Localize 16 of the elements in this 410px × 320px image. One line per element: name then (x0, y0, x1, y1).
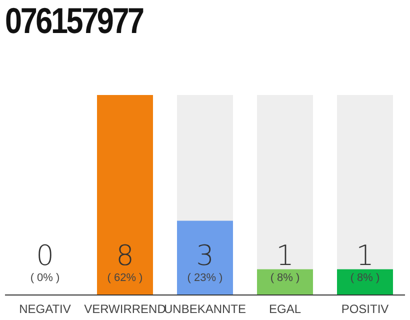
data-label: ( 62% ) (107, 272, 143, 284)
data-label: ( 0% ) (30, 272, 60, 284)
annotation: 0 (36, 239, 54, 272)
x-tick-label: VERWIRREND (84, 302, 166, 316)
x-tick-label: POSITIV (341, 302, 389, 316)
data-label: ( 8% ) (270, 272, 300, 284)
chart-title: 076157977 (5, 0, 143, 42)
annotation: 1 (356, 239, 374, 272)
annotation: 3 (196, 239, 214, 272)
annotation: 8 (116, 239, 134, 272)
x-tick-label: EGAL (268, 302, 302, 316)
annotation: 1 (276, 239, 294, 272)
data-label: ( 8% ) (350, 272, 380, 284)
x-tick-label: NEGATIV (19, 302, 71, 316)
data-label: ( 23% ) (187, 272, 223, 284)
x-tick-label: UNBEKANNTE (164, 302, 246, 316)
